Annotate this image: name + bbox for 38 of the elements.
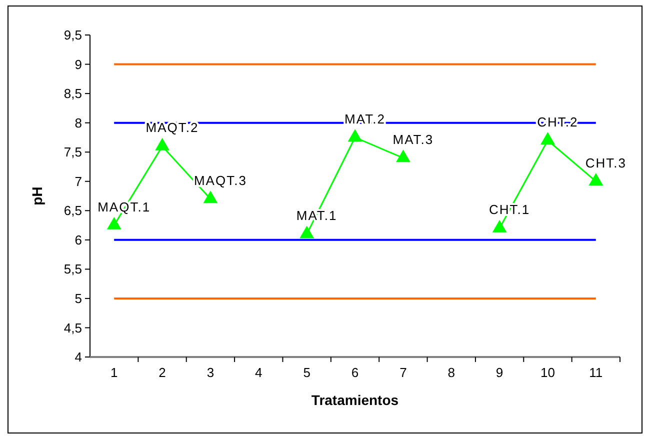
y-tick-label: 4	[74, 350, 82, 365]
point	[348, 129, 362, 142]
x-tick-label: 7	[400, 365, 407, 380]
x-tick-label: 2	[158, 365, 166, 380]
y-tick-label: 7	[74, 174, 82, 189]
x-tick-label: 11	[589, 365, 603, 380]
y-tick-label: 6	[74, 232, 82, 248]
y-tick-label: 8,5	[64, 86, 82, 102]
point	[300, 226, 314, 238]
y-tick-label: 5,5	[64, 262, 82, 277]
y-axis-title: pH	[29, 186, 45, 206]
y-tick-label: 4,5	[64, 320, 82, 336]
annotation: CHT.3	[585, 155, 626, 170]
point	[492, 220, 507, 232]
x-tick-label: 8	[448, 365, 455, 380]
y-tick-label: 8	[74, 115, 82, 130]
point	[540, 132, 555, 145]
y-tick-label: 6,5	[64, 203, 82, 218]
annotation: MAT.3	[392, 132, 434, 147]
point	[396, 150, 410, 162]
point	[106, 216, 122, 230]
y-tick-label: 9	[74, 56, 82, 72]
x-tick-label: 1	[110, 365, 118, 380]
x-tick-label: 6	[351, 365, 359, 380]
x-axis-title: Tratamientos	[311, 392, 399, 408]
x-tick-label: 9	[496, 365, 504, 380]
y-tick-label: 5	[74, 291, 82, 306]
point	[203, 190, 218, 204]
point	[588, 173, 604, 186]
x-tick-label: 10	[540, 365, 555, 380]
x-tick-label: 3	[206, 365, 214, 380]
y-tick-label: 9,5	[64, 28, 82, 43]
x-tick-label: 5	[303, 365, 310, 380]
annotation: MAQT.2	[146, 120, 199, 136]
y-tick-label: 7,5	[64, 144, 82, 160]
x-tick-label: 4	[255, 365, 262, 380]
annotation: MAQT.3	[194, 172, 247, 188]
point	[155, 138, 170, 150]
